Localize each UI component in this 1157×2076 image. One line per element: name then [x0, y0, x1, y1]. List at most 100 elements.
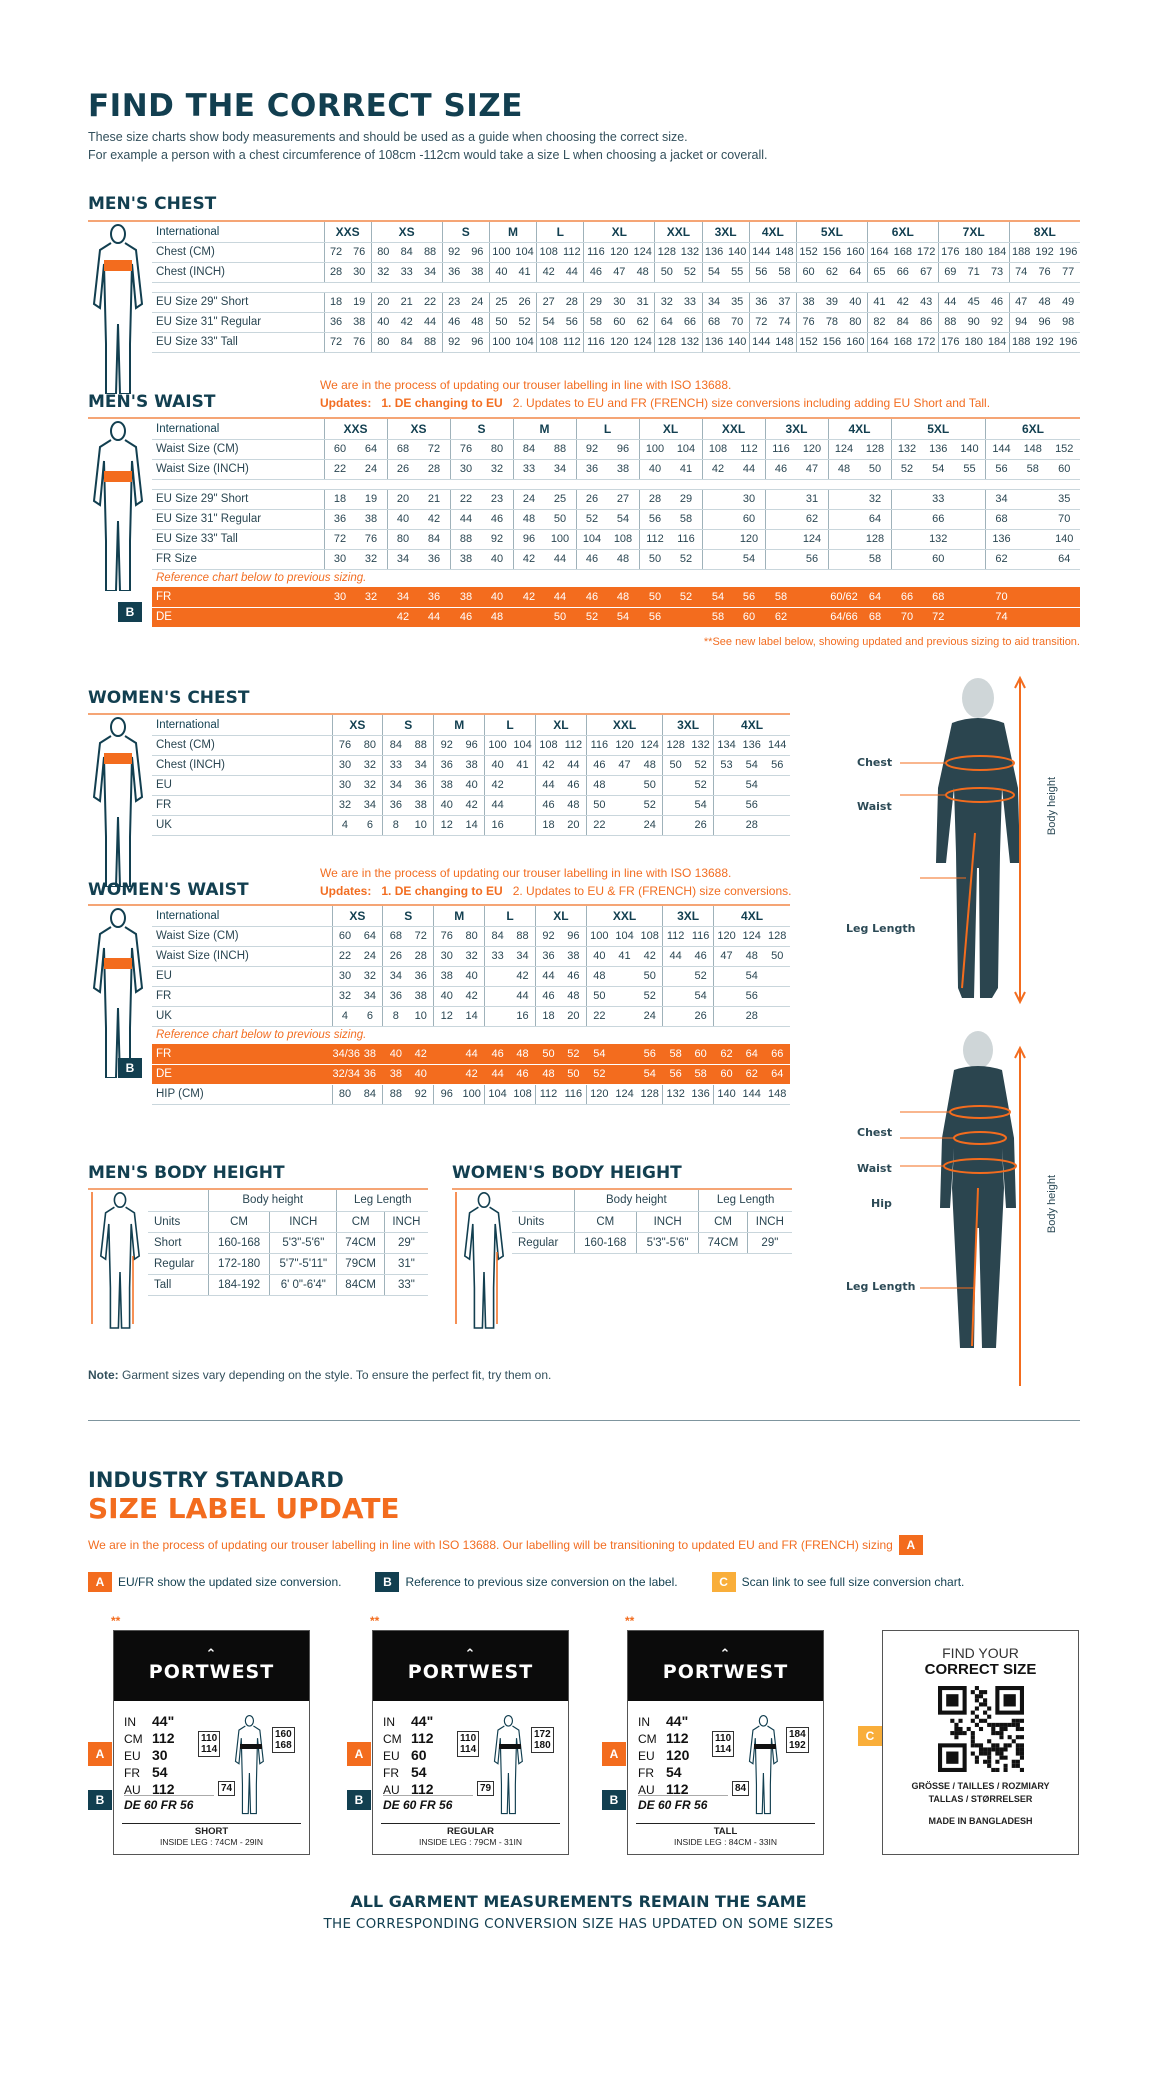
- size-value: 88: [937, 312, 962, 333]
- women-waist-title: WOMEN'S WAIST: [88, 880, 249, 900]
- value: 74CM: [336, 1232, 385, 1254]
- size-value: 48: [560, 795, 587, 816]
- size-value: 148: [772, 242, 797, 263]
- size-value: 24: [637, 815, 663, 836]
- table-row: EU Size 33" Tall 72 76 80 84 88 92 96 100 104 108 1…: [152, 332, 1080, 353]
- size-header-row: International XS S M L XL XXL 3XL 4XL: [152, 906, 790, 927]
- size-value: 58: [662, 1044, 689, 1065]
- size-value: 96: [512, 529, 545, 550]
- size-value: 24: [355, 459, 387, 480]
- units-row: Units CM INCH CM INCH: [512, 1211, 792, 1233]
- size-value: 68: [922, 587, 954, 608]
- size-value: 116: [585, 735, 612, 756]
- size-header: M: [433, 906, 485, 927]
- size-value: 36: [323, 312, 348, 333]
- row-label: Waist Size (INCH): [152, 459, 324, 480]
- size-value: [611, 986, 638, 1007]
- size-value: 38: [347, 312, 372, 333]
- size-value: 82: [866, 312, 891, 333]
- size-value: 44: [418, 312, 443, 333]
- women-chest-section: International XS S M L XL XXL 3XL 4XL Chest (CM) 7…: [88, 713, 790, 887]
- size-value: 44: [484, 1064, 511, 1085]
- size-value: [510, 795, 536, 816]
- size-value: 42: [459, 986, 485, 1007]
- table-row: Chest (CM) 72 76 80 84 88 92 96 100 104 108 112 116 1…: [152, 242, 1080, 263]
- size-value: 62: [985, 549, 1017, 570]
- size-value: 54: [739, 775, 765, 796]
- size-value: 112: [560, 735, 587, 756]
- size-value: 68: [859, 607, 891, 628]
- label-row-cm: CM 112: [638, 1730, 689, 1746]
- leg-box: 79: [477, 1781, 495, 1796]
- label-row-fr: FR 54: [124, 1764, 168, 1780]
- row-label: Regular: [148, 1253, 209, 1275]
- row-label: Short: [148, 1232, 209, 1254]
- label-fit: SHORT INSIDE LEG : 74CM - 29IN: [122, 1823, 301, 1848]
- size-value: 38: [357, 1044, 383, 1065]
- size-value: 28: [408, 946, 434, 967]
- size-value: 72: [922, 607, 954, 628]
- size-value: 152: [1048, 439, 1080, 460]
- size-value: 64: [654, 312, 679, 333]
- size-value: 78: [820, 312, 844, 333]
- table-row: Regular 160-168 5'3"-5'6" 74CM 29": [512, 1232, 792, 1254]
- size-value: 36: [382, 795, 409, 816]
- size-value: 47: [611, 755, 638, 776]
- size-value: 100: [488, 242, 513, 263]
- size-value: 92: [441, 332, 466, 353]
- size-value: 36: [748, 292, 773, 313]
- size-value: 48: [512, 509, 545, 530]
- size-value: 68: [386, 439, 419, 460]
- size-value: [827, 509, 860, 530]
- size-value: 152: [796, 242, 821, 263]
- size-label-update-title: SIZE LABEL UPDATE: [88, 1492, 400, 1525]
- women-waist-section: International XS S M L XL XXL 3XL 4XL Waist Size …: [88, 904, 790, 1105]
- label-marker: **: [370, 1614, 380, 1628]
- size-value: 80: [370, 332, 395, 353]
- size-value: [611, 1006, 638, 1027]
- col-body-height: Body height: [208, 1190, 337, 1212]
- size-value: 116: [583, 332, 608, 353]
- size-value: 33: [922, 489, 954, 510]
- size-value: 100: [585, 926, 612, 947]
- size-value: 28: [739, 1006, 765, 1027]
- size-value: 172: [914, 242, 939, 263]
- footer-subline: THE CORRESPONDING CONVERSION SIZE HAS UP…: [323, 1916, 834, 1932]
- size-value: 88: [408, 735, 434, 756]
- size-value: [890, 549, 923, 570]
- men-waist-table: International XXS XS S M L XL XXL 3XL 4XL 5XL 6XL Wa…: [152, 419, 1080, 628]
- size-value: 52: [890, 459, 923, 480]
- row-label: EU Size 31" Regular: [152, 509, 324, 530]
- size-value: 33: [512, 459, 545, 480]
- size-value: [662, 966, 689, 987]
- table-row: EU Size 31" Regular 36 38 40 42 44 46 48 50 52 54 5…: [152, 312, 1080, 333]
- size-header: XL: [535, 906, 587, 927]
- value: 29": [383, 1232, 428, 1254]
- size-value: 58: [688, 1064, 714, 1085]
- divider: [88, 1420, 1080, 1421]
- qr-code-icon[interactable]: [937, 1686, 1024, 1772]
- size-value: 18: [534, 815, 561, 836]
- size-value: 48: [739, 946, 765, 967]
- size-value: 70: [1048, 509, 1080, 530]
- size-value: 48: [827, 459, 860, 480]
- unit: CM: [573, 1211, 637, 1233]
- size-value: 30: [347, 262, 372, 283]
- size-value: 156: [820, 332, 844, 353]
- size-value: 112: [662, 926, 689, 947]
- size-value: 184: [985, 332, 1010, 353]
- size-value: [890, 529, 923, 550]
- size-value: [764, 966, 790, 987]
- size-value: 47: [796, 459, 828, 480]
- table-row: EU Size 29" Short 18 19 20 21 22 23 24 25 26 27 28 2…: [152, 489, 1080, 510]
- size-value: 33: [394, 262, 419, 283]
- size-value: 88: [382, 1084, 409, 1105]
- size-value: 72: [323, 242, 348, 263]
- size-value: 38: [796, 292, 821, 313]
- label-waist: Waist: [857, 1162, 892, 1175]
- size-value: 62: [713, 1044, 739, 1065]
- size-value: 70: [890, 607, 923, 628]
- men-waist-footnote: **See new label below, showing updated a…: [703, 636, 1080, 648]
- size-value: 40: [585, 946, 612, 967]
- size-value: 60: [688, 1044, 714, 1065]
